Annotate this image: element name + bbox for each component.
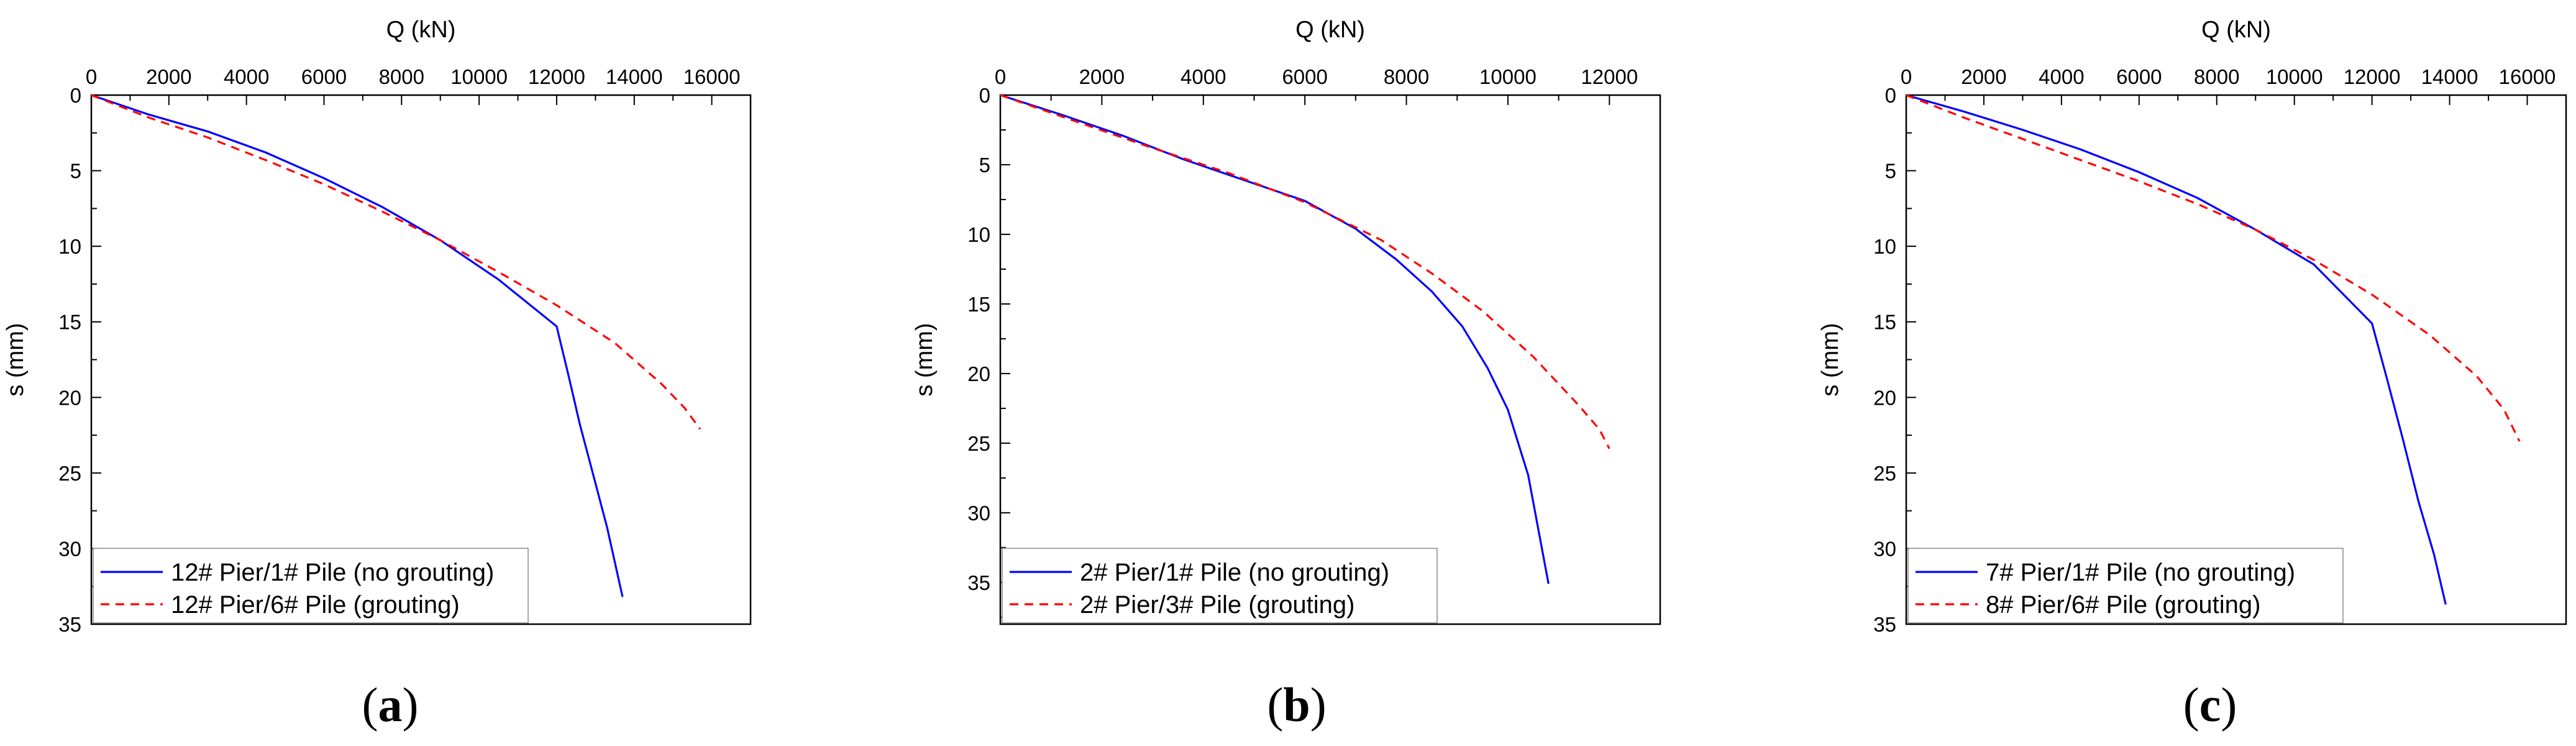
x-tick-label: 4000 [1181,65,1226,88]
y-axis-title: s (mm) [911,323,938,396]
x-tick-label: 0 [995,65,1006,88]
legend-box [1002,548,1438,624]
y-tick-label: 35 [58,613,81,636]
plot-frame [999,94,1661,625]
y-tick-label: 10 [1873,235,1896,258]
x-tick-label: 2000 [146,65,191,88]
legend: 7# Pier/1# Pile (no grouting) 8# Pier/6# … [1907,548,2344,624]
panel-label: (a) [362,678,419,732]
y-tick-label: 25 [1873,462,1896,485]
x-tick-label: 2000 [1961,65,2006,88]
panel-label: (b) [1267,678,1326,732]
x-tick-label: 14000 [606,65,663,88]
series-line-2 [91,94,701,430]
series-line-1 [1906,94,2447,605]
plot-frame [1905,94,2567,625]
x-axis-title: Q (kN) [386,17,456,43]
y-tick-label: 0 [70,84,81,107]
y-tick-label: 20 [1873,386,1896,409]
x-tick-label: 12000 [1581,65,1638,88]
x-tick-label: 12000 [2344,65,2401,88]
x-tick-label: 10000 [1479,65,1537,88]
x-tick-label: 6000 [2116,65,2162,88]
y-tick-label: 30 [58,537,81,560]
x-tick-label: 6000 [301,65,347,88]
series-line-1 [91,94,624,597]
y-tick-label: 25 [58,462,81,485]
y-tick-label: 20 [967,362,990,385]
x-tick-label: 6000 [1282,65,1327,88]
series-line-1 [1000,94,1550,584]
y-tick-label: 5 [70,160,81,183]
legend-box [1907,548,2344,624]
legend-label-1: 12# Pier/1# Pile (no grouting) [171,559,494,586]
legend-label-2: 12# Pier/6# Pile (grouting) [171,591,460,619]
y-tick-label: 30 [967,502,990,525]
legend: 2# Pier/1# Pile (no grouting) 2# Pier/3# … [1002,548,1438,624]
x-tick-label: 16000 [2499,65,2556,88]
x-tick-label: 8000 [2194,65,2239,88]
y-tick-label: 15 [967,293,990,316]
x-tick-label: 10000 [450,65,508,88]
chart-panel-c: 0 2000 4000 6000 8000 10000 12000 14000 16000 0 5 1… [1817,17,2567,732]
x-tick-label: 2000 [1079,65,1125,88]
y-axis-title: s (mm) [2,323,29,396]
chart-panel-b: 0 2000 4000 6000 8000 10000 12000 0 5 10 15 20 25 30 3… [911,17,1661,732]
plot-frame [90,94,752,625]
legend-label-2: 2# Pier/3# Pile (grouting) [1080,591,1354,619]
x-axis-title: Q (kN) [1295,17,1365,43]
y-tick-label: 35 [1873,613,1896,636]
panel-label: (c) [2183,678,2237,732]
legend-label-1: 7# Pier/1# Pile (no grouting) [1986,559,2295,586]
legend-box [93,548,529,624]
x-tick-label: 16000 [683,65,741,88]
series-line-2 [1000,94,1610,449]
y-axis-title: s (mm) [1817,323,1843,396]
y-tick-label: 30 [1873,537,1896,560]
x-tick-label: 0 [86,65,97,88]
legend: 12# Pier/1# Pile (no grouting) 12# Pier/6… [93,548,529,624]
legend-label-2: 8# Pier/6# Pile (grouting) [1986,591,2260,619]
y-tick-label: 0 [1885,84,1896,107]
x-tick-label: 14000 [2421,65,2478,88]
legend-label-1: 2# Pier/1# Pile (no grouting) [1080,559,1389,586]
y-tick-label: 15 [58,311,81,334]
y-tick-label: 5 [1885,160,1896,183]
y-tick-label: 35 [967,571,990,594]
x-tick-label: 12000 [528,65,585,88]
y-tick-label: 0 [979,84,990,107]
y-tick-label: 5 [979,154,990,177]
x-tick-label: 0 [1901,65,1912,88]
y-tick-label: 10 [58,235,81,258]
y-tick-label: 10 [967,223,990,246]
y-tick-label: 25 [967,432,990,455]
x-tick-label: 4000 [2039,65,2084,88]
x-axis-title: Q (kN) [2201,17,2271,43]
x-tick-label: 8000 [1384,65,1429,88]
x-tick-label: 10000 [2266,65,2323,88]
x-tick-label: 4000 [224,65,269,88]
chart-panel-a: 0 2000 4000 6000 8000 10000 12000 14000 16000 0 5 1… [2,17,752,732]
y-tick-label: 20 [58,386,81,409]
x-tick-label: 8000 [379,65,424,88]
series-line-2 [1906,94,2521,442]
y-tick-label: 15 [1873,311,1896,334]
